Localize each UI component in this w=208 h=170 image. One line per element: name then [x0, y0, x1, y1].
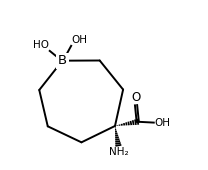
Text: NH₂: NH₂: [109, 147, 129, 157]
Text: B: B: [58, 54, 67, 67]
Text: O: O: [131, 91, 141, 104]
Text: HO: HO: [33, 40, 49, 50]
Text: OH: OH: [154, 118, 170, 128]
Text: OH: OH: [72, 35, 88, 45]
